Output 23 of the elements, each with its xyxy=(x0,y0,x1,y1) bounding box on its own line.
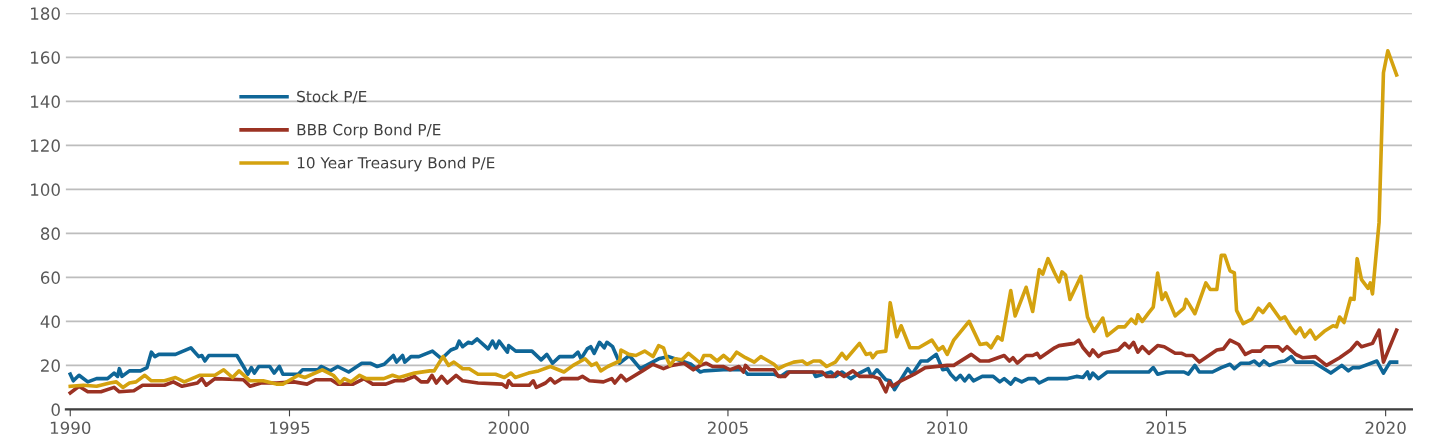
line-series xyxy=(68,48,1399,390)
x-tick-label: 2000 xyxy=(488,421,529,435)
y-tick-label: 60 xyxy=(40,271,60,284)
y-tick-label: 160 xyxy=(31,51,60,64)
x-tick-label: 2005 xyxy=(707,421,748,435)
x-tick-label: 2020 xyxy=(1365,421,1406,435)
x-tick-label: 1990 xyxy=(50,421,91,435)
y-tick-label: 140 xyxy=(31,95,60,108)
y-tick-label: 0 xyxy=(51,403,60,416)
y-tick-label: 120 xyxy=(31,139,60,152)
line-series xyxy=(68,337,1399,392)
line-series xyxy=(68,328,1399,395)
legend-label: BBB Corp Bond P/E xyxy=(297,123,441,139)
y-tick-label: 20 xyxy=(41,359,60,372)
y-tick-label: 40 xyxy=(40,315,60,328)
x-tick-label: 2010 xyxy=(927,421,968,435)
y-tick-label: 180 xyxy=(31,7,60,20)
x-tick-label: 1995 xyxy=(270,421,310,435)
legend-label: Stock P/E xyxy=(297,90,367,104)
y-tick-label: 80 xyxy=(40,227,60,240)
legend-label: 10 Year Treasury Bond P/E xyxy=(297,156,495,172)
x-tick-label: 2015 xyxy=(1146,421,1187,435)
y-tick-label: 100 xyxy=(31,183,60,196)
